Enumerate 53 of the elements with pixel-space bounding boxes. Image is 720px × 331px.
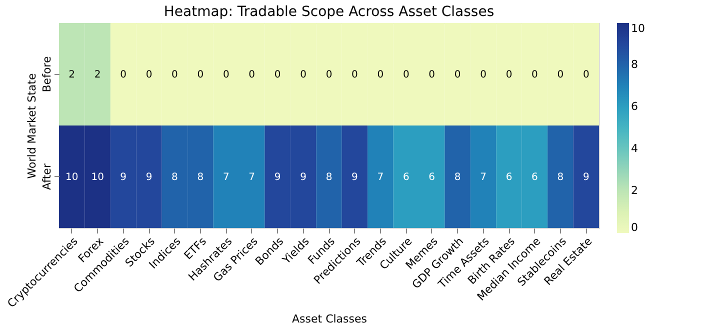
data-label: 0 <box>300 69 306 80</box>
data-label: 0 <box>197 69 204 80</box>
data-label: 8 <box>172 172 178 183</box>
data-label: 9 <box>146 172 152 183</box>
data-label: 0 <box>582 69 590 80</box>
data-label: 0 <box>172 69 178 80</box>
data-label: 0 <box>506 69 512 80</box>
color-bar-label: 10 <box>631 22 645 35</box>
data-label: 10 <box>91 172 104 183</box>
data-label: 9 <box>274 172 281 183</box>
data-label: 8 <box>557 172 564 183</box>
data-label: 0 <box>274 69 281 80</box>
data-label: 7 <box>248 172 256 183</box>
color-bar-label: 8 <box>631 58 638 71</box>
data-label: 0 <box>377 69 384 80</box>
color-bar-label: 2 <box>631 184 638 197</box>
x-axis-title: Asset Classes <box>292 312 368 326</box>
data-label: 7 <box>377 172 384 183</box>
y-axis-title: World Market State <box>26 73 38 179</box>
data-label: 9 <box>582 172 590 183</box>
data-label: 0 <box>454 69 461 80</box>
data-label: 7 <box>480 172 486 183</box>
data-label: 0 <box>428 69 436 80</box>
data-label: 0 <box>402 69 410 80</box>
data-label: 0 <box>146 69 152 80</box>
data-label: 6 <box>402 172 410 183</box>
y-tick-label: After <box>40 163 54 190</box>
data-label: 0 <box>532 69 538 80</box>
data-label: 0 <box>480 69 486 80</box>
color-bar-label: 4 <box>631 142 638 155</box>
data-label: 0 <box>557 69 564 80</box>
color-bar-label: 0 <box>631 221 638 234</box>
data-label: 8 <box>454 172 461 183</box>
data-label: 9 <box>352 172 358 183</box>
data-label: 6 <box>532 172 538 183</box>
data-label: 0 <box>120 69 126 80</box>
data-label: 0 <box>248 69 256 80</box>
data-label: 2 <box>68 69 76 80</box>
data-label: 7 <box>222 172 230 183</box>
data-label: 9 <box>120 172 126 183</box>
data-label: 6 <box>428 172 436 183</box>
data-label: 0 <box>326 69 332 80</box>
data-label: 6 <box>506 172 512 183</box>
color-bar-label: 6 <box>631 100 638 113</box>
data-label: 0 <box>222 69 230 80</box>
data-label: 2 <box>94 69 101 80</box>
y-tick-label: Before <box>40 56 54 92</box>
data-label: 8 <box>326 172 332 183</box>
data-label: 10 <box>65 172 78 183</box>
data-label: 0 <box>352 69 358 80</box>
data-label: 9 <box>300 172 306 183</box>
data-label: 8 <box>197 172 204 183</box>
chart-title: Heatmap: Tradable Scope Across Asset Classes <box>164 4 494 20</box>
